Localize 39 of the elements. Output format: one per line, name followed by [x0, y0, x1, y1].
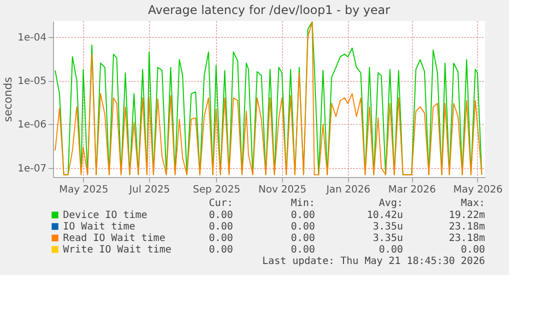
text: 10.42u [366, 210, 403, 221]
text: Cur: [208, 198, 233, 209]
line-series [54, 21, 482, 176]
x-tick-label: Jul 2025 [128, 184, 170, 196]
legend-label: Read IO Wait time [63, 233, 166, 244]
text: Avg: [378, 198, 403, 209]
text: 0.00 [290, 222, 315, 232]
text: Min: [290, 198, 315, 209]
legend-label: Device IO time [63, 210, 148, 221]
x-tick-label: Jan 2026 [325, 184, 370, 196]
x-tick-label: May 2026 [453, 184, 503, 196]
legend-label: IO Wait time [63, 222, 136, 232]
y-tick-label: 1e-04 [18, 32, 46, 44]
x-tick-label: May 2025 [59, 184, 108, 196]
x-tick-label: Mar 2026 [388, 184, 436, 196]
y-tick-label: 1e-06 [18, 120, 46, 131]
text: 3.35u [372, 233, 403, 244]
text: 0.00 [208, 233, 233, 244]
text: 23.18m [448, 233, 485, 244]
chart-title: Average latency for /dev/loop1 - by year [148, 3, 390, 17]
text: Last update: Thu May 21 18:45:30 2026 [262, 256, 485, 267]
text: 0.00 [460, 244, 485, 256]
text: 0.00 [290, 210, 315, 221]
y-axis-title: seconds [2, 76, 15, 122]
text: 0.00 [290, 244, 315, 256]
x-tick-label: Sep 2025 [192, 184, 240, 196]
text: 0.00 [290, 233, 315, 244]
text: 0.00 [208, 210, 233, 221]
text: 0.00 [208, 244, 233, 256]
text: 19.22m [448, 210, 485, 221]
text: 0.00 [208, 222, 233, 232]
text: 23.18m [448, 222, 485, 232]
x-tick-label: Nov 2025 [258, 184, 307, 196]
legend-label: Write IO Wait time [63, 244, 172, 256]
y-tick-label: 1e-07 [18, 163, 46, 174]
y-tick-label: 1e-05 [18, 76, 46, 88]
text: Max: [460, 198, 485, 209]
text: 0.00 [378, 244, 403, 256]
text: 3.35u [372, 222, 403, 232]
